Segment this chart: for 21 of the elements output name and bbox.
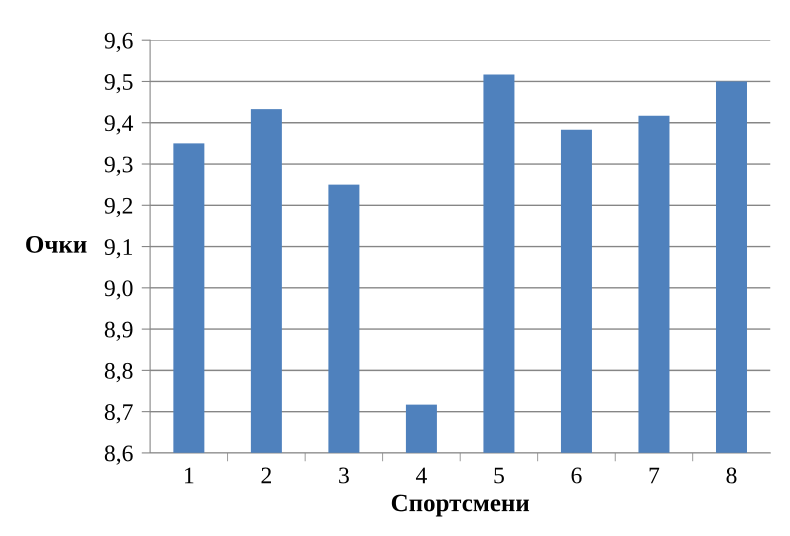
x-tick-label: 8	[726, 467, 736, 484]
y-tick-label: 9,4	[104, 115, 134, 135]
x-tick-label: 4	[416, 468, 427, 484]
x-tick-label: 3	[339, 468, 349, 484]
x-tick-label: 7	[650, 468, 660, 484]
x-tick-label: 6	[572, 468, 582, 484]
y-tick-label: 8,9	[104, 322, 132, 341]
x-tick-label: 2	[262, 468, 271, 484]
y-tick-label: 9,5	[104, 74, 133, 94]
y-tick-label: 8,6	[104, 445, 133, 465]
y-tick-label: 8,8	[104, 362, 133, 382]
x-tick-label: 1	[185, 468, 194, 484]
y-tick-label: 8,7	[104, 404, 133, 424]
x-axis-title: Спортсмени	[392, 494, 530, 516]
y-tick-label: 9,3	[104, 156, 133, 176]
x-tick-label: 5	[494, 468, 504, 484]
y-tick-label: 9,6	[104, 32, 133, 52]
y-tick-label: 9,0	[104, 280, 133, 300]
y-tick-label: 9,2	[104, 198, 132, 218]
y-tick-label: 9,1	[104, 239, 132, 258]
y-axis-title: Очки	[26, 236, 87, 253]
